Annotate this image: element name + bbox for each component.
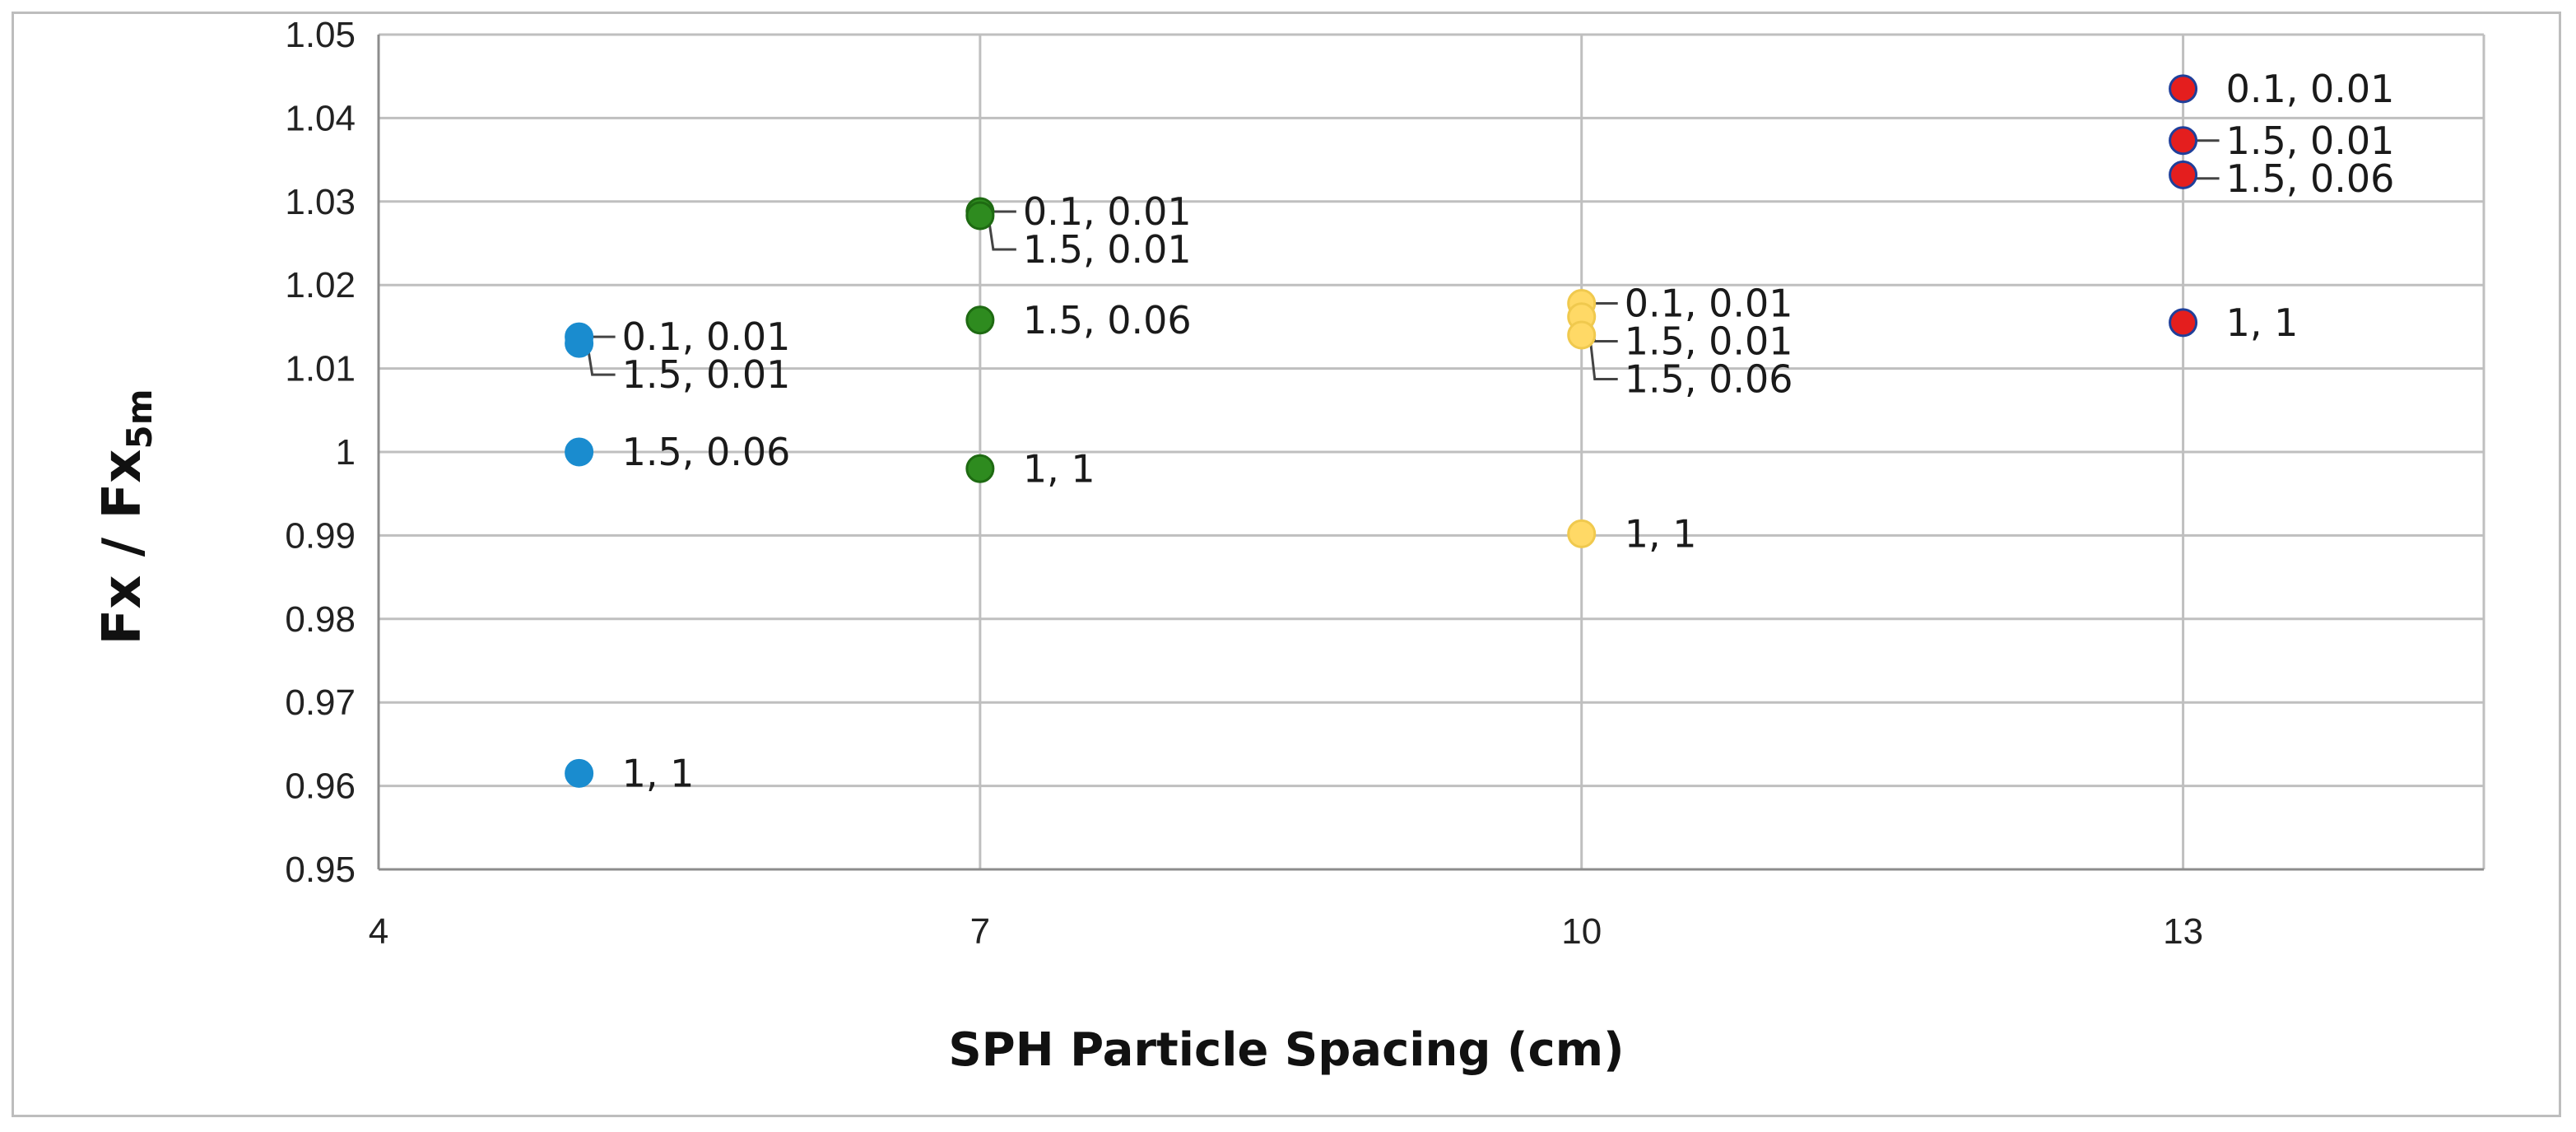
y-tick-label-6: 1.01 [285, 349, 356, 389]
chart-frame [12, 12, 2561, 1117]
data-point [2169, 74, 2198, 104]
data-points [565, 74, 2198, 788]
data-point [565, 758, 594, 788]
y-axis-title-subscript: 5m [119, 389, 160, 450]
data-label-leader [987, 215, 1016, 251]
y-tick-label-5: 1 [336, 432, 356, 473]
data-label: 1.5, 0.06 [622, 430, 791, 474]
data-label: 1, 1 [1625, 511, 1697, 556]
y-tick-label-4: 0.99 [285, 515, 356, 556]
data-label: 1.5, 0.06 [1625, 357, 1793, 402]
x-axis-title: SPH Particle Spacing (cm) [948, 1023, 1624, 1077]
data-label: 1.5, 0.01 [2226, 119, 2395, 163]
x-tick-label-3: 13 [2163, 911, 2203, 952]
data-label: 0.1, 0.01 [1625, 282, 1793, 326]
data-point [1567, 320, 1597, 350]
data-point [2169, 308, 2198, 338]
label-leader-lines [586, 139, 2220, 381]
data-label: 0.1, 0.01 [1023, 189, 1192, 234]
data-label: 1, 1 [1023, 446, 1095, 491]
y-axis-title-main: Fx / Fx [92, 450, 153, 645]
data-label: 1.5, 0.01 [622, 352, 791, 397]
x-tick-label-1: 7 [970, 911, 990, 952]
y-tick-label-3: 0.98 [285, 599, 356, 640]
y-tick-label-9: 1.04 [285, 98, 356, 138]
data-label: 1.5, 0.01 [1023, 227, 1192, 272]
data-point [965, 201, 995, 231]
data-point [1567, 519, 1597, 548]
data-label: 0.1, 0.01 [2226, 67, 2395, 111]
data-label: 0.1, 0.01 [622, 314, 791, 359]
y-tick-label-1: 0.96 [285, 766, 356, 807]
data-point [2169, 160, 2198, 189]
x-tick-label-2: 10 [1561, 911, 1602, 952]
y-tick-label-2: 0.97 [285, 682, 356, 723]
tick-labels: 0.95 0.96 0.97 0.98 0.99 1 1.01 1.02 1.03 1.04 1.0… [285, 15, 2203, 952]
axes [377, 35, 2484, 871]
data-point [965, 305, 995, 335]
data-label-leader [1588, 334, 1618, 381]
x-tick-label-0: 4 [369, 911, 388, 952]
data-label: 1.5, 0.01 [1625, 319, 1793, 364]
data-point [565, 437, 594, 467]
y-tick-label-10: 1.05 [285, 15, 356, 55]
y-axis-title: Fx / Fx5m [92, 389, 160, 645]
y-tick-label-8: 1.03 [285, 182, 356, 222]
data-labels: 0.1, 0.011.5, 0.011.5, 0.061, 10.1, 0.01… [622, 67, 2395, 795]
data-label: 1, 1 [2226, 300, 2299, 345]
y-tick-label-7: 1.02 [285, 265, 356, 305]
data-label: 1, 1 [622, 751, 695, 795]
y-tick-label-0: 0.95 [285, 850, 356, 890]
data-point [565, 328, 594, 358]
data-label: 1.5, 0.06 [2226, 156, 2395, 201]
data-label: 1.5, 0.06 [1023, 298, 1192, 342]
data-point [2169, 126, 2198, 156]
data-point [965, 454, 995, 483]
